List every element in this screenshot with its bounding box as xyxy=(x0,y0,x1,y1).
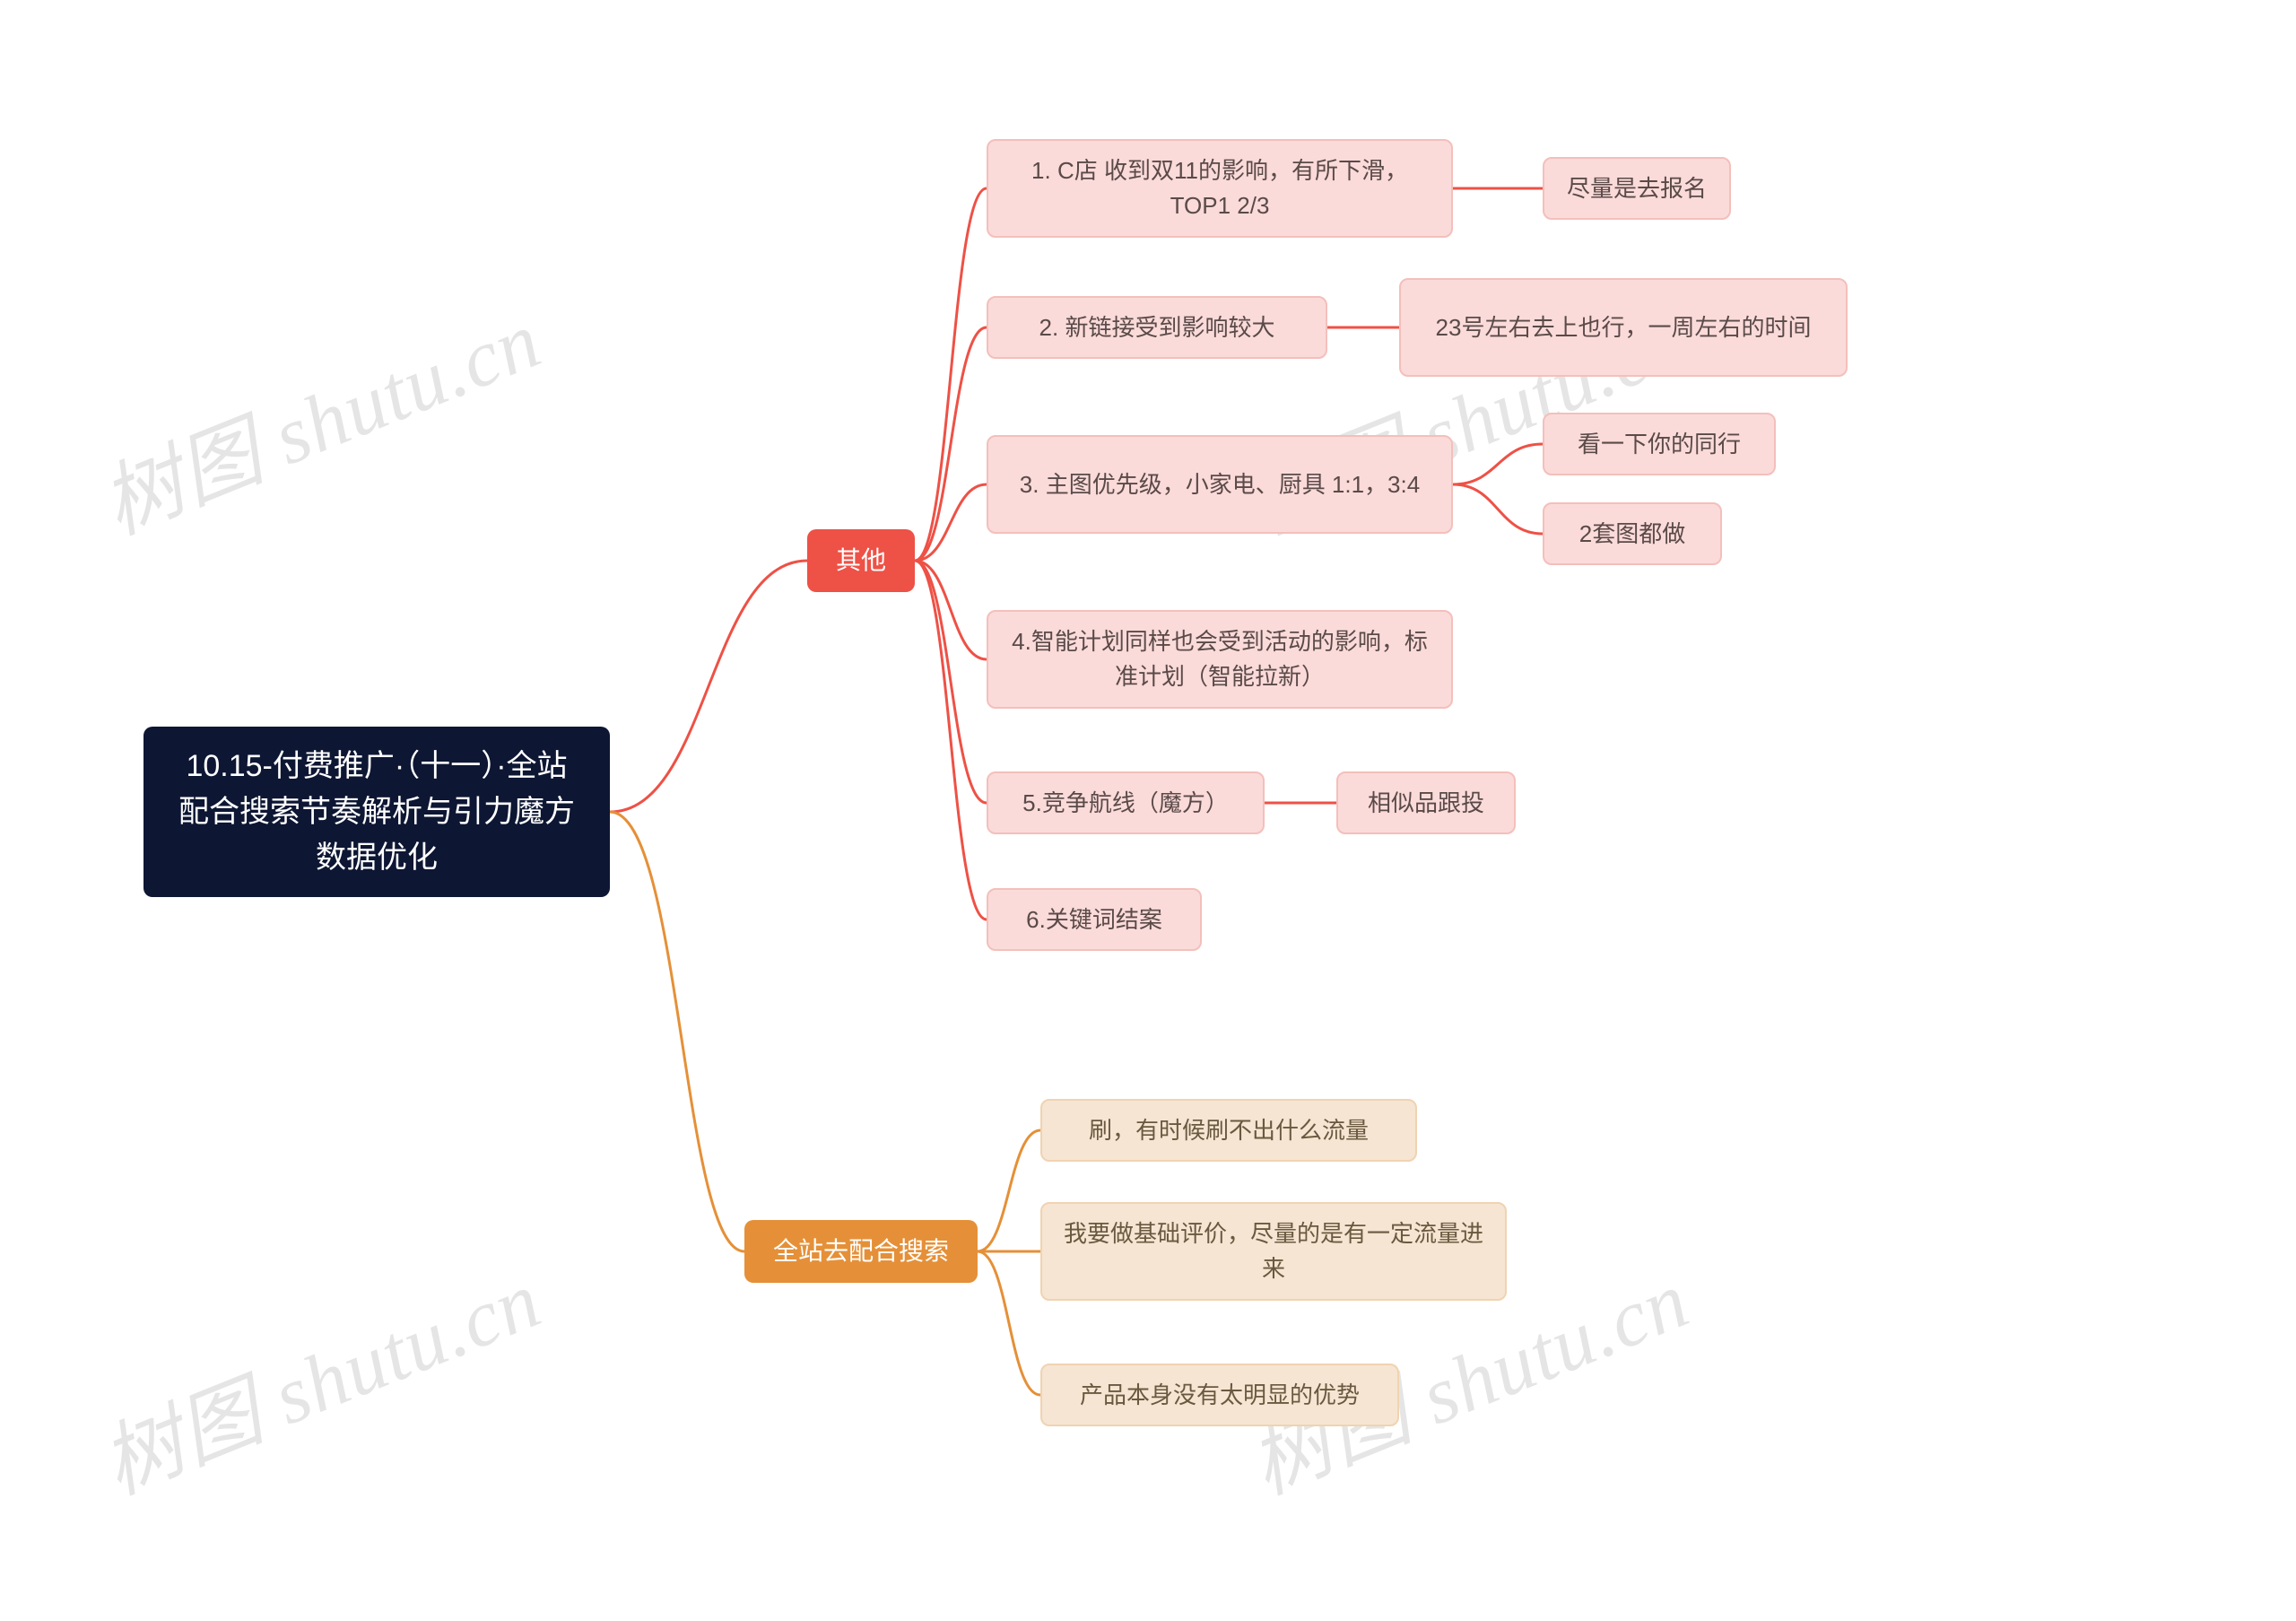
watermark: 树图 shutu.cn xyxy=(82,1234,554,1516)
branch-other: 其他 xyxy=(807,529,915,592)
node-c4: 4.智能计划同样也会受到活动的影响，标准计划（智能拉新） xyxy=(987,610,1453,709)
node-s3: 产品本身没有太明显的优势 xyxy=(1040,1364,1399,1426)
root-node: 10.15-付费推广·（十一）·全站配合搜索节奏解析与引力魔方数据优化 xyxy=(144,727,610,897)
branch-sitewide: 全站去配合搜索 xyxy=(744,1220,978,1283)
node-s2: 我要做基础评价，尽量的是有一定流量进来 xyxy=(1040,1202,1507,1301)
node-c2a: 23号左右去上也行，一周左右的时间 xyxy=(1399,278,1848,377)
node-c3a: 看一下你的同行 xyxy=(1543,413,1776,475)
node-c5a: 相似品跟投 xyxy=(1336,771,1516,834)
node-c6: 6.关键词结案 xyxy=(987,888,1202,951)
node-c3b: 2套图都做 xyxy=(1543,502,1722,565)
node-c5: 5.竞争航线（魔方） xyxy=(987,771,1265,834)
node-s1: 刷，有时候刷不出什么流量 xyxy=(1040,1099,1417,1162)
node-c1a: 尽量是去报名 xyxy=(1543,157,1731,220)
node-c3: 3. 主图优先级，小家电、厨具 1:1，3:4 xyxy=(987,435,1453,534)
watermark: 树图 shutu.cn xyxy=(82,275,554,556)
node-c2: 2. 新链接受到影响较大 xyxy=(987,296,1327,359)
node-c1: 1. C店 收到双11的影响，有所下滑，TOP1 2/3 xyxy=(987,139,1453,238)
